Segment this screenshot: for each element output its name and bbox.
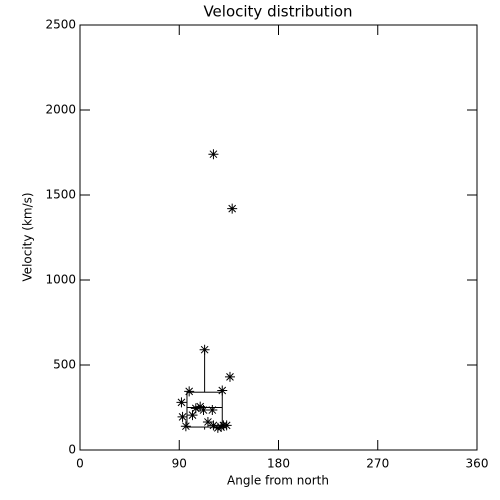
y-tick-label: 0 xyxy=(68,443,76,457)
y-tick-label: 500 xyxy=(53,358,76,372)
x-axis-label: Angle from north xyxy=(227,474,329,488)
point xyxy=(180,421,191,432)
y-tick-label: 1500 xyxy=(45,188,76,202)
y-tick-label: 2000 xyxy=(45,103,76,117)
point xyxy=(221,420,232,431)
point xyxy=(208,420,219,431)
point xyxy=(208,149,219,160)
x-tick-label: 180 xyxy=(267,457,290,471)
point xyxy=(227,203,238,214)
point xyxy=(198,405,209,416)
point xyxy=(207,405,218,416)
point xyxy=(177,411,188,422)
y-tick-label: 1000 xyxy=(45,273,76,287)
point xyxy=(190,403,201,414)
point xyxy=(224,371,235,382)
point xyxy=(184,386,195,397)
y-tick-label: 2500 xyxy=(45,18,76,32)
point xyxy=(212,422,223,433)
x-tick-label: 360 xyxy=(466,457,489,471)
y-axis-label: Velocity (km/s) xyxy=(21,192,35,281)
x-tick-label: 0 xyxy=(76,457,84,471)
point xyxy=(199,344,210,355)
point xyxy=(187,410,198,421)
chart-title: Velocity distribution xyxy=(203,3,352,21)
point xyxy=(176,397,187,408)
x-tick-label: 90 xyxy=(172,457,187,471)
x-tick-label: 270 xyxy=(366,457,389,471)
plot-frame xyxy=(79,24,478,451)
point xyxy=(217,385,228,396)
point xyxy=(202,416,213,427)
